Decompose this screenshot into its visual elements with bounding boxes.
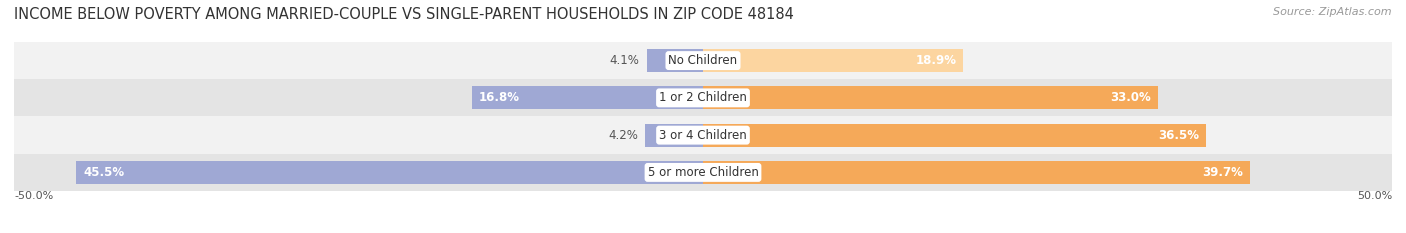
Bar [471,86,703,110]
Bar [14,42,1392,79]
Text: No Children: No Children [668,54,738,67]
Text: -50.0%: -50.0% [14,191,53,201]
Text: 36.5%: 36.5% [1159,129,1199,142]
Text: 18.9%: 18.9% [915,54,956,67]
Text: 16.8%: 16.8% [478,91,519,104]
Bar [703,49,963,72]
Bar [647,49,703,72]
Text: 39.7%: 39.7% [1202,166,1243,179]
Text: 33.0%: 33.0% [1111,91,1152,104]
Bar [703,161,1250,184]
Bar [645,123,703,147]
Text: 4.2%: 4.2% [609,129,638,142]
Text: 3 or 4 Children: 3 or 4 Children [659,129,747,142]
Bar [76,161,703,184]
Text: 50.0%: 50.0% [1357,191,1392,201]
Bar [14,116,1392,154]
Text: INCOME BELOW POVERTY AMONG MARRIED-COUPLE VS SINGLE-PARENT HOUSEHOLDS IN ZIP COD: INCOME BELOW POVERTY AMONG MARRIED-COUPL… [14,7,794,22]
Text: 5 or more Children: 5 or more Children [648,166,758,179]
Text: Source: ZipAtlas.com: Source: ZipAtlas.com [1274,7,1392,17]
Bar [703,123,1206,147]
Bar [14,154,1392,191]
Text: 4.1%: 4.1% [610,54,640,67]
Bar [14,79,1392,116]
Text: 1 or 2 Children: 1 or 2 Children [659,91,747,104]
Bar [703,86,1157,110]
Text: 45.5%: 45.5% [83,166,124,179]
